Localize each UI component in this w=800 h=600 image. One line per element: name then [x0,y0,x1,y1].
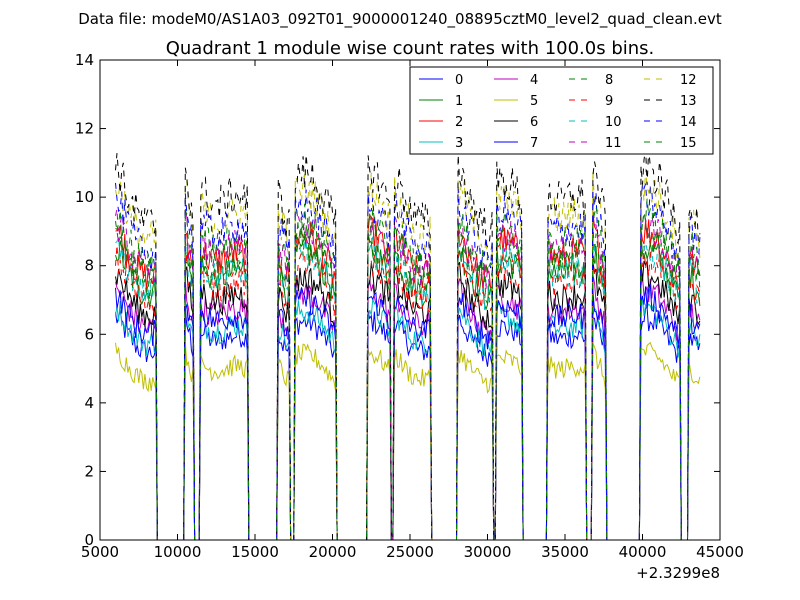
y-tick-label: 8 [84,257,94,275]
series-line-10 [115,236,701,541]
series-line-7 [115,282,701,541]
series-line-11 [115,201,701,541]
chart-title: Quadrant 1 module wise count rates with … [166,38,655,59]
y-tick-label: 0 [84,531,94,549]
series-line-13 [115,148,701,541]
series-line-5 [115,341,701,541]
axis-ticks: 5000 10000 15000 20000 25000 30000 35000 40000 4… [75,51,744,561]
series-line-6 [115,260,701,541]
y-tick-label: 12 [75,120,94,138]
legend-label-8: 8 [605,73,613,88]
legend-label-9: 9 [605,94,613,109]
y-tick-label: 2 [84,462,94,480]
series-line-2 [115,213,701,541]
x-tick-label: 5000 [81,543,119,561]
legend-label-1: 1 [455,94,463,109]
legend-label-0: 0 [455,73,463,88]
x-tick-label: 30000 [464,543,512,561]
series-line-15 [115,198,701,541]
legend-label-12: 12 [680,73,697,88]
legend-label-11: 11 [605,136,622,151]
legend-label-3: 3 [455,136,463,151]
y-tick-label: 4 [84,394,94,412]
legend-label-13: 13 [680,94,697,109]
x-tick-label: 25000 [386,543,434,561]
legend-label-15: 15 [680,136,697,151]
y-tick-label: 14 [75,51,94,69]
series-line-0 [115,306,701,541]
y-tick-label: 6 [84,325,94,343]
x-tick-label: 10000 [154,543,202,561]
legend-box [409,66,714,155]
legend-label-7: 7 [530,136,538,151]
legend-label-10: 10 [605,115,622,130]
x-tick-label: 40000 [619,543,667,561]
x-tick-label: 15000 [231,543,279,561]
x-tick-label: 20000 [309,543,357,561]
series-line-12 [115,168,701,541]
legend-label-4: 4 [530,73,538,88]
figure-suptitle: Data file: modeM0/AS1A03_092T01_90000012… [78,10,722,29]
series-line-14 [115,182,701,541]
plot-lines [115,148,701,541]
series-line-3 [115,295,701,541]
legend-label-2: 2 [455,115,463,130]
x-offset-label: +2.3299e8 [636,564,720,582]
y-tick-label: 10 [75,188,94,206]
legend-label-5: 5 [530,94,538,109]
x-tick-label: 35000 [541,543,589,561]
legend-label-14: 14 [680,115,697,130]
x-tick-label: 45000 [696,543,744,561]
legend-label-6: 6 [530,115,538,130]
